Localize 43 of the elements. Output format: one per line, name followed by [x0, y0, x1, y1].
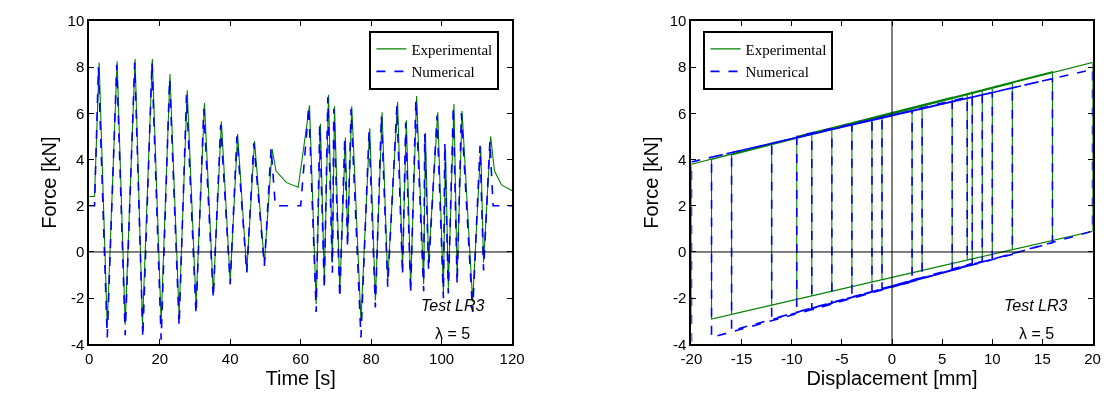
y-tick-label: 8: [678, 58, 687, 76]
x-tick-label: 0: [887, 350, 897, 368]
x-tick-label: -15: [730, 350, 753, 368]
y-tick-label: 0: [678, 243, 687, 261]
x-tick-label: -20: [680, 350, 703, 368]
legend-label: Numerical: [745, 64, 809, 81]
x-tick-label: 15: [1034, 350, 1051, 368]
annotation: Test LR3: [1004, 297, 1068, 314]
y-axis-title: Force [kN]: [639, 136, 662, 229]
y-tick-label: 2: [678, 197, 687, 215]
x-tick-label: 60: [292, 350, 310, 368]
x-tick-label: 40: [221, 350, 239, 368]
x-tick-label: 20: [151, 350, 169, 368]
annotation: λ = 5: [435, 325, 471, 342]
x-tick-label: -10: [780, 350, 803, 368]
x-tick-label: 100: [429, 350, 455, 368]
x-tick-label: 10: [983, 350, 1001, 368]
y-tick-label: -4: [673, 335, 687, 353]
y-tick-label: 2: [75, 197, 85, 215]
y-tick-label: 0: [75, 243, 85, 261]
x-tick-label: 5: [937, 350, 947, 368]
y-tick-label: 4: [75, 150, 85, 168]
y-tick-label: -2: [70, 289, 85, 307]
y-tick-label: 6: [75, 104, 85, 122]
x-tick-label: -5: [835, 350, 849, 368]
y-tick-label: -2: [673, 289, 687, 307]
y-axis-title: Force [kN]: [37, 136, 60, 229]
x-axis-title: Displacement [mm]: [806, 367, 978, 390]
legend-label: Numerical: [411, 64, 475, 81]
x-tick-label: 20: [1084, 350, 1101, 368]
y-tick-label: 10: [67, 12, 85, 30]
y-tick-label: 8: [75, 58, 85, 76]
y-tick-label: 4: [678, 150, 687, 168]
legend-label: Experimental: [745, 41, 827, 58]
y-tick-label: 6: [678, 104, 687, 122]
annotation: λ = 5: [1019, 325, 1055, 342]
legend-label: Experimental: [411, 41, 493, 58]
x-tick-label: 80: [362, 350, 380, 368]
y-tick-label: 10: [669, 12, 687, 30]
annotation: Test LR3: [421, 297, 485, 314]
y-tick-label: -4: [70, 335, 85, 353]
x-axis-title: Time [s]: [265, 367, 336, 390]
x-tick-label: 120: [499, 350, 525, 368]
